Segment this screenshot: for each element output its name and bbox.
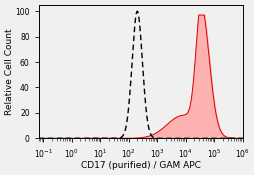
Y-axis label: Relative Cell Count: Relative Cell Count xyxy=(5,28,14,115)
X-axis label: CD17 (purified) / GAM APC: CD17 (purified) / GAM APC xyxy=(81,161,200,170)
